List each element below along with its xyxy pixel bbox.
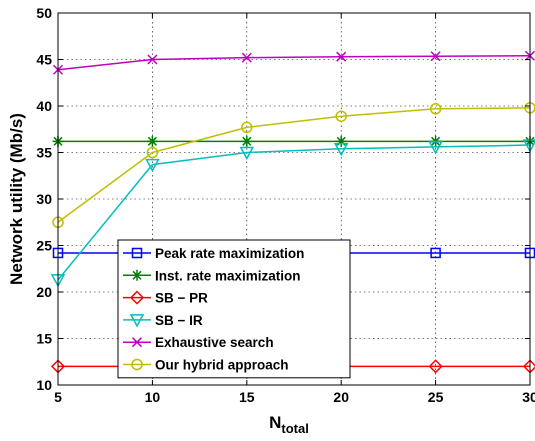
data-point bbox=[428, 141, 443, 155]
legend-label: Exhaustive search bbox=[155, 335, 274, 350]
series-line bbox=[57, 144, 531, 281]
legend-entry: Inst. rate maximization bbox=[123, 268, 301, 283]
data-point bbox=[428, 359, 443, 374]
legend-label: Inst. rate maximization bbox=[155, 268, 301, 283]
legend-label: Peak rate maximization bbox=[155, 246, 304, 261]
data-point bbox=[145, 158, 160, 173]
x-tick-label: 20 bbox=[333, 389, 349, 405]
y-tick-label: 15 bbox=[36, 331, 52, 347]
x-axis-title: Ntotal bbox=[269, 413, 309, 436]
legend-entry: SB − IR bbox=[123, 313, 203, 328]
series-line bbox=[57, 107, 531, 223]
data-point bbox=[241, 121, 253, 134]
series-4 bbox=[52, 50, 535, 75]
y-tick-label: 50 bbox=[36, 5, 52, 21]
x-axis-title-subscript: total bbox=[281, 421, 308, 436]
data-point bbox=[336, 51, 347, 62]
y-tick-label: 40 bbox=[36, 98, 52, 114]
x-axis-title-main: N bbox=[269, 413, 281, 432]
x-tick-label: 25 bbox=[428, 389, 444, 405]
y-tick-label: 35 bbox=[36, 145, 52, 161]
data-point bbox=[241, 52, 252, 63]
legend-marker bbox=[131, 269, 143, 281]
data-point bbox=[147, 54, 158, 65]
data-point bbox=[146, 135, 158, 147]
data-point bbox=[429, 103, 442, 115]
legend-entry: Our hybrid approach bbox=[123, 358, 289, 373]
x-tick-label: 5 bbox=[54, 389, 62, 405]
legend-marker bbox=[129, 290, 145, 305]
y-axis-title: Network utility (Mb/s) bbox=[7, 113, 26, 285]
legend-entry: SB − PR bbox=[123, 290, 208, 306]
x-tick-label: 30 bbox=[522, 389, 535, 405]
legend-entry: Peak rate maximization bbox=[123, 246, 304, 261]
series-line bbox=[57, 55, 531, 71]
legend-label: SB − PR bbox=[155, 291, 208, 306]
data-point bbox=[430, 247, 441, 259]
legend-marker bbox=[131, 337, 143, 348]
legend-marker bbox=[131, 247, 143, 259]
x-tick-label: 15 bbox=[239, 389, 255, 405]
y-tick-label: 45 bbox=[36, 52, 52, 68]
data-point bbox=[241, 135, 253, 147]
x-tick-label: 10 bbox=[145, 389, 161, 405]
legend-box bbox=[117, 239, 351, 379]
y-tick-label: 25 bbox=[36, 238, 52, 254]
data-point bbox=[335, 135, 347, 147]
legend-label: SB − IR bbox=[155, 313, 203, 328]
legend-marker bbox=[129, 314, 145, 328]
legend-label: Our hybrid approach bbox=[155, 358, 289, 373]
data-point bbox=[333, 143, 349, 157]
legend: Peak rate maximization Inst. rate maximiz… bbox=[117, 239, 351, 379]
series-3 bbox=[50, 139, 535, 288]
data-point bbox=[239, 146, 255, 161]
data-point bbox=[146, 146, 159, 159]
data-point bbox=[335, 110, 347, 122]
y-tick-label: 10 bbox=[36, 377, 52, 393]
legend-marker bbox=[131, 358, 143, 371]
y-tick-label: 20 bbox=[36, 284, 52, 300]
data-point bbox=[430, 51, 441, 62]
y-tick-label: 30 bbox=[36, 191, 52, 207]
legend-entry: Exhaustive search bbox=[123, 335, 274, 350]
